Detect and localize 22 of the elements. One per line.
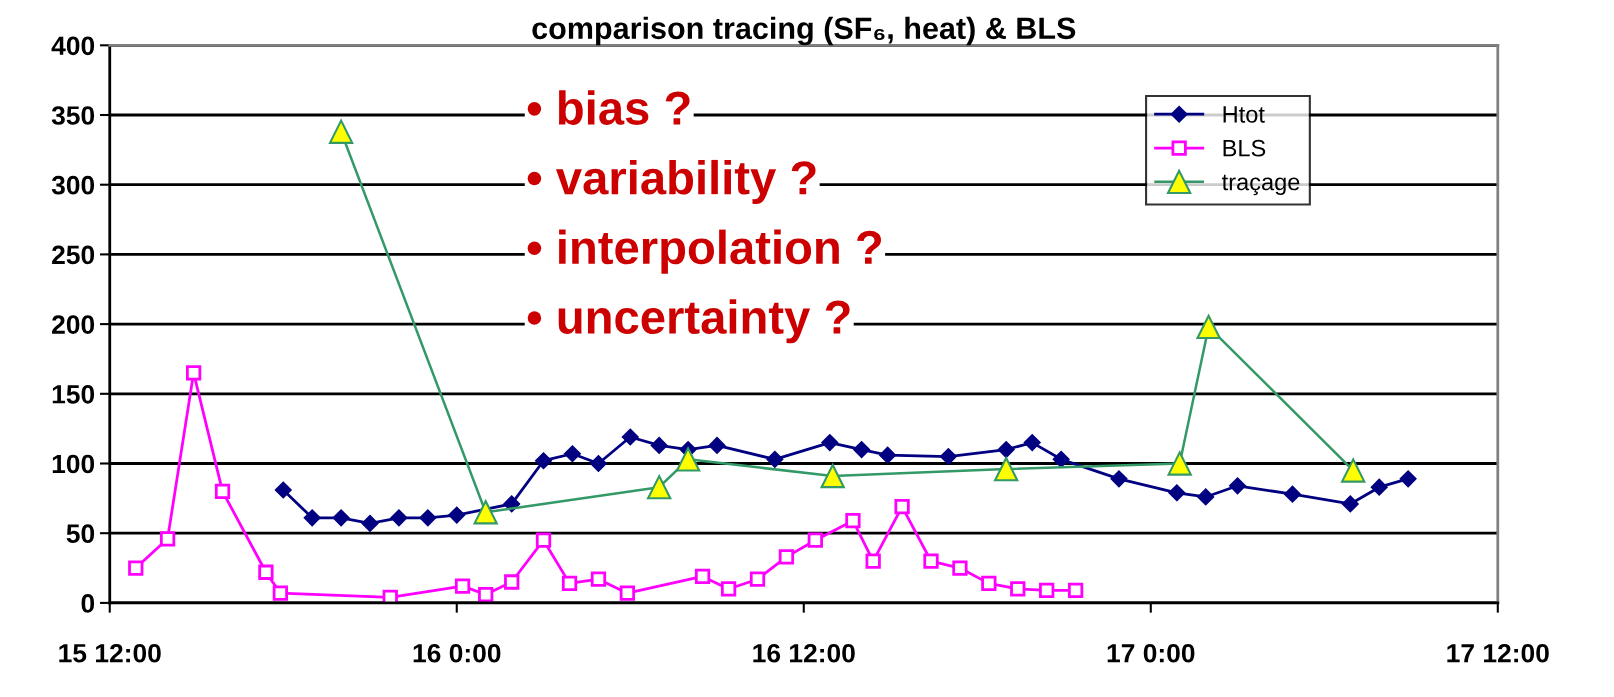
y-tick-label: 50	[66, 524, 95, 544]
y-tick-label: 250	[52, 245, 95, 265]
annotation: • interpolation ?	[527, 229, 881, 274]
annotation: • bias ?	[527, 90, 690, 125]
y-tick-label: 150	[52, 384, 95, 404]
x-tick-label: 16 0:00	[413, 643, 501, 663]
y-tick-label: 200	[52, 315, 95, 334]
annotation: • variability ?	[527, 159, 816, 204]
x-tick-label: 17 12:00	[1447, 643, 1549, 663]
x-tick-label: 16 12:00	[753, 643, 855, 663]
annotation: • uncertainty ?	[527, 299, 850, 344]
y-tick-label: 400	[51, 36, 95, 56]
legend-label: Htot	[1223, 106, 1265, 123]
x-tick-label: 15 12:00	[59, 643, 161, 663]
y-tick-label: 350	[51, 106, 95, 125]
legend-label: traçage	[1222, 174, 1300, 196]
chart-title: comparison tracing (SF₆, heat) & BLS	[532, 16, 1076, 46]
y-tick-label: 100	[52, 454, 95, 474]
legend-label: BLS	[1223, 139, 1266, 157]
x-tick-label: 17 0:00	[1107, 643, 1195, 663]
y-tick-label: 300	[51, 175, 95, 195]
y-tick-label: 0	[81, 594, 95, 613]
